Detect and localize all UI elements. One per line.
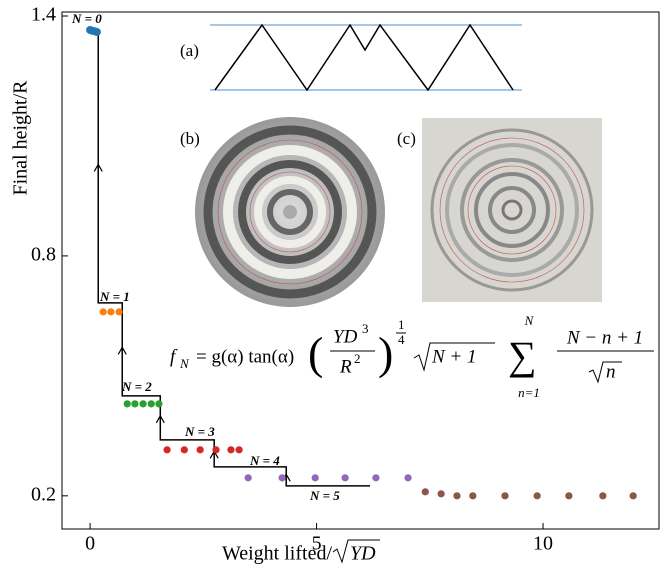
- formula-part: ∑: [508, 333, 537, 378]
- formula-part: 3: [362, 321, 369, 336]
- x-tick-label: 0: [85, 533, 95, 555]
- formula-part: f: [170, 346, 178, 367]
- y-tick-label: 0.2: [31, 483, 56, 505]
- formula-part: YD: [333, 326, 358, 347]
- point: [115, 308, 123, 316]
- point: [421, 488, 429, 496]
- point: [155, 400, 163, 408]
- formula-part: N: [179, 356, 190, 371]
- series-label: N = 3: [184, 424, 215, 439]
- point: [453, 492, 461, 500]
- point: [131, 400, 139, 408]
- point: [99, 308, 107, 316]
- y-axis-label: Final height/R: [10, 80, 32, 196]
- inset-label: (b): [180, 129, 200, 148]
- radical: [332, 539, 380, 564]
- formula-part: = g(α) tan(α): [196, 346, 294, 367]
- point: [196, 446, 204, 454]
- inset-c: [422, 118, 602, 302]
- x-tick-label: 5: [312, 533, 322, 555]
- point: [92, 27, 101, 36]
- formula-part: N + 1: [431, 346, 477, 367]
- point: [107, 308, 115, 316]
- plot-frame: [61, 11, 660, 530]
- point: [501, 492, 509, 500]
- point: [278, 474, 286, 482]
- point: [372, 474, 380, 482]
- point: [227, 446, 235, 454]
- point: [341, 474, 349, 482]
- formula-part: N − n + 1: [566, 327, 643, 348]
- x-axis-label: Weight lifted/: [222, 543, 332, 565]
- paren: ): [378, 328, 393, 379]
- y-tick-label: 0.8: [31, 243, 56, 265]
- point: [629, 492, 637, 500]
- formula-part: R: [339, 356, 352, 377]
- series-label: N = 2: [121, 379, 152, 394]
- point: [163, 446, 171, 454]
- series-label: N = 0: [71, 11, 102, 26]
- point: [139, 400, 147, 408]
- formula: f N = g(α) tan(α) ( YD 3 R 2 ) 1 4 N + 1…: [170, 313, 654, 400]
- paren: (: [308, 328, 323, 379]
- point: [437, 490, 445, 498]
- formula-part: N: [524, 313, 535, 328]
- point: [180, 446, 188, 454]
- inset-a: [210, 23, 522, 92]
- point: [599, 492, 607, 500]
- formula-part: n=1: [518, 385, 540, 400]
- inset-label: (a): [180, 41, 199, 60]
- point: [244, 474, 252, 482]
- radical: [413, 342, 495, 372]
- x-tick-label: 10: [533, 533, 553, 555]
- point: [404, 474, 412, 482]
- point: [212, 446, 220, 454]
- point: [311, 474, 319, 482]
- arrow-head: [117, 346, 127, 355]
- point: [123, 400, 131, 408]
- formula-part: 1: [398, 317, 405, 332]
- y-tick-label: 1.4: [31, 4, 56, 26]
- series-label: N = 1: [99, 289, 130, 304]
- series-label: N = 5: [309, 488, 340, 503]
- point: [147, 400, 155, 408]
- radical: [588, 361, 622, 384]
- series-label: N = 4: [249, 453, 280, 468]
- x-axis-label: YD: [350, 543, 376, 565]
- point: [565, 492, 573, 500]
- inset-b: [195, 117, 385, 307]
- formula-part: 2: [354, 351, 361, 366]
- arrow-head: [93, 163, 103, 172]
- point: [235, 446, 243, 454]
- point: [533, 492, 541, 500]
- inset-label: (c): [397, 129, 416, 148]
- point: [469, 492, 477, 500]
- formula-part: 4: [398, 332, 405, 347]
- formula-part: n: [606, 361, 616, 382]
- arrow-head: [155, 414, 165, 424]
